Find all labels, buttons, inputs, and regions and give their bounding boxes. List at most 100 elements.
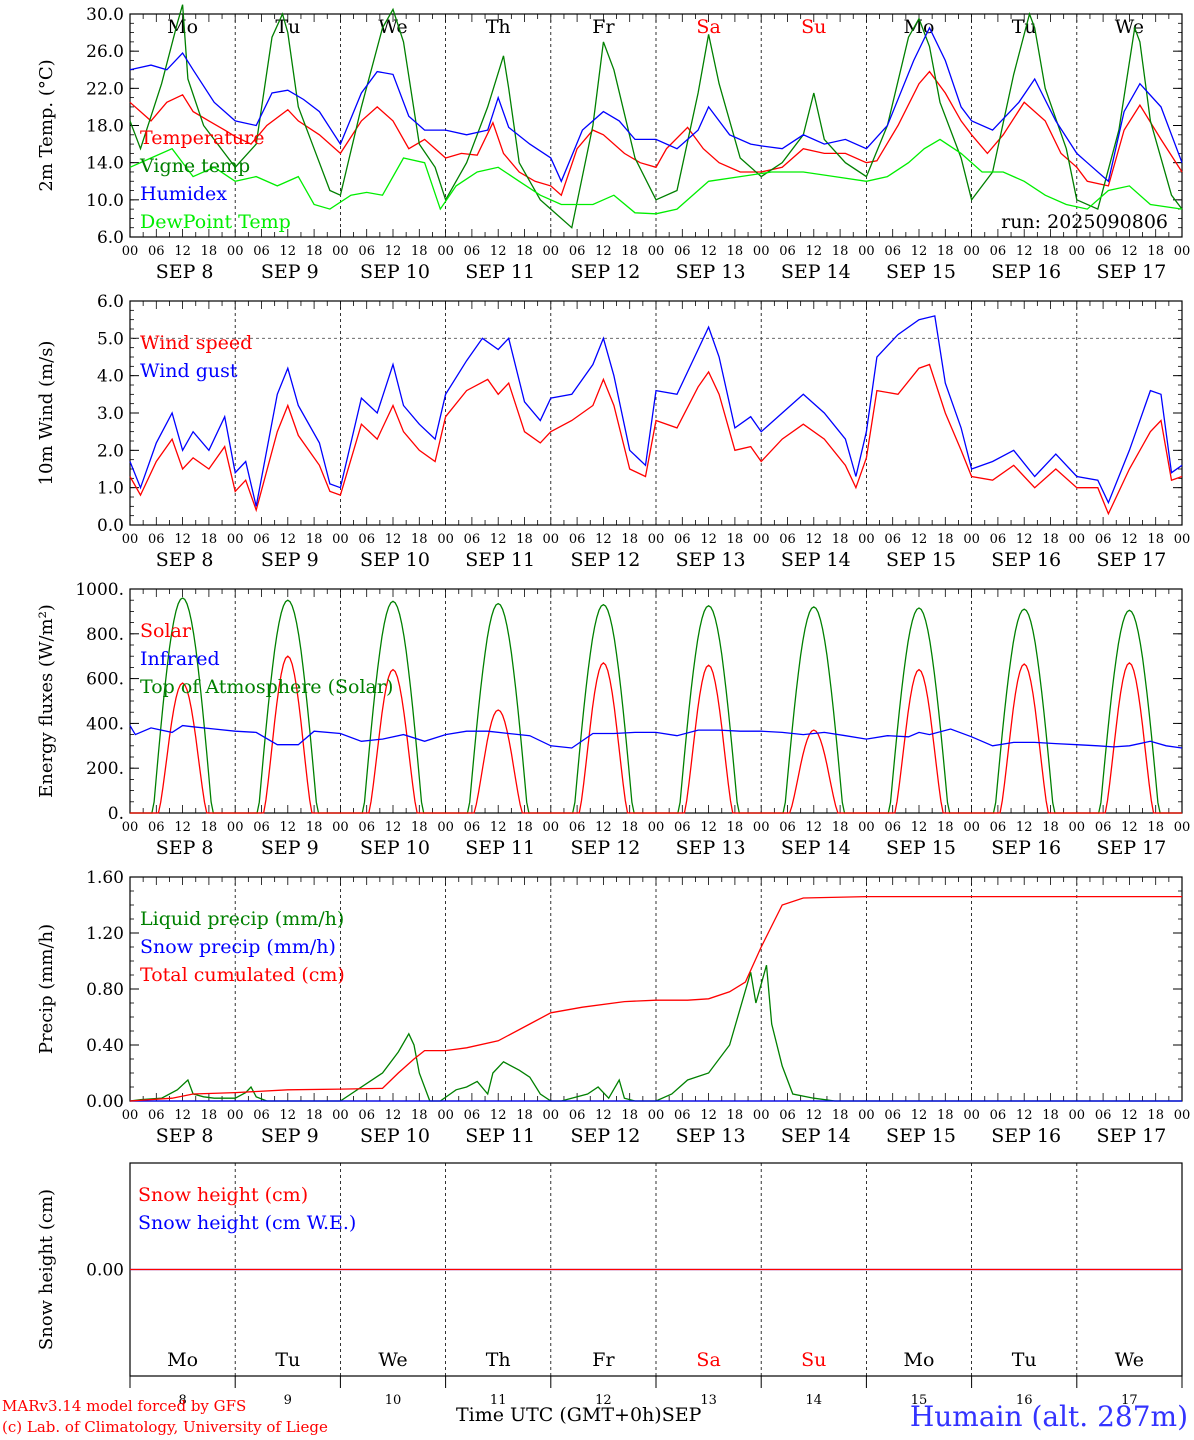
wind-legend-entry: Wind speed [140,332,252,354]
precip-hour-label: 06 [674,1108,691,1123]
temperature-hour-label: 12 [595,244,612,259]
wind-hour-label: 18 [727,532,744,547]
energy-hour-label: 06 [884,820,901,835]
temperature-hour-label: 06 [779,244,796,259]
temperature-hour-label: 06 [358,244,375,259]
temperature-hour-label: 12 [1121,244,1138,259]
energy-date-label: SEP 12 [570,837,640,859]
precip-hour-label: 12 [1016,1108,1033,1123]
wind-date-label: SEP 17 [1096,549,1166,571]
precip-hour-label: 18 [937,1108,954,1123]
wind-hour-label: 06 [253,532,270,547]
temperature-hour-label: 00 [963,244,980,259]
energy-hour-label: 00 [332,820,349,835]
energy-y-tick-label: 800. [86,625,124,645]
snow-y-axis-title: Snow height (cm) [36,1189,57,1350]
temperature-hour-label: 06 [674,244,691,259]
wind-date-label: SEP 16 [991,549,1061,571]
bottom-day-name: Tu [275,1349,300,1371]
energy-hour-label: 06 [779,820,796,835]
precip-date-label: SEP 8 [156,1125,214,1147]
temperature-hour-label: 06 [1095,244,1112,259]
temperature-date-label: SEP 14 [781,261,851,283]
precip-hour-label: 12 [490,1108,507,1123]
temperature-series-line [129,4,1183,229]
bottom-day-number: 15 [911,1393,928,1408]
wind-hour-label: 12 [280,532,297,547]
wind-date-label: SEP 12 [570,549,640,571]
precip-hour-label: 00 [437,1108,454,1123]
temperature-series-line [129,138,1183,215]
wind-hour-label: 18 [832,532,849,547]
wind-series-line [129,315,1183,507]
energy-hour-label: 18 [201,820,218,835]
precip-y-tick-label: 1.60 [86,868,124,888]
precip-legend-entry: Total cumulated (cm) [140,964,345,986]
precip-legend-entry: Liquid precip (mm/h) [140,908,344,930]
precip-date-label: SEP 10 [360,1125,430,1147]
energy-date-label: SEP 16 [991,837,1061,859]
temperature-y-tick-label: 22.0 [86,79,124,99]
wind-hour-label: 06 [990,532,1007,547]
precip-hour-label: 06 [148,1108,165,1123]
precip-date-label: SEP 11 [465,1125,535,1147]
wind-date-label: SEP 10 [360,549,430,571]
energy-hour-label: 00 [963,820,980,835]
precip-hour-label: 12 [385,1108,402,1123]
precip-hour-label: 18 [306,1108,323,1123]
top-day-name: Sa [696,16,720,38]
temperature-date-label: SEP 13 [676,261,746,283]
wind-date-label: SEP 13 [676,549,746,571]
bottom-day-name: Mo [904,1349,935,1371]
bottom-day-name: Mo [167,1349,198,1371]
temperature-y-tick-label: 18.0 [86,117,124,137]
precip-date-label: SEP 13 [676,1125,746,1147]
temperature-y-tick-label: 30.0 [86,5,124,25]
energy-hour-label: 00 [1174,820,1191,835]
energy-hour-label: 00 [122,820,139,835]
wind-hour-label: 06 [1095,532,1112,547]
temperature-hour-label: 18 [832,244,849,259]
energy-y-tick-label: 200. [86,759,124,779]
temperature-hour-label: 18 [306,244,323,259]
energy-hour-label: 00 [858,820,875,835]
wind-hour-label: 12 [700,532,717,547]
temperature-date-label: SEP 17 [1096,261,1166,283]
energy-hour-label: 00 [753,820,770,835]
precip-date-label: SEP 14 [781,1125,851,1147]
wind-date-label: SEP 9 [261,549,319,571]
temperature-date-label: SEP 15 [886,261,956,283]
precip-y-tick-label: 0.40 [86,1036,124,1056]
energy-y-tick-label: 600. [86,670,124,690]
precip-y-tick-label: 1.20 [86,924,124,944]
precip-hour-label: 06 [358,1108,375,1123]
energy-date-label: SEP 11 [465,837,535,859]
energy-hour-label: 00 [543,820,560,835]
energy-hour-label: 18 [306,820,323,835]
wind-hour-label: 00 [437,532,454,547]
energy-hour-label: 06 [358,820,375,835]
energy-legend-entry: Infrared [140,648,220,670]
energy-legend-entry: Solar [140,620,192,642]
temperature-legend-entry: Temperature [140,127,264,149]
energy-hour-label: 06 [674,820,691,835]
energy-y-tick-label: 0. [108,804,124,824]
precip-hour-label: 06 [464,1108,481,1123]
bottom-day-number: 17 [1121,1393,1138,1408]
wind-hour-label: 06 [358,532,375,547]
energy-hour-label: 12 [1016,820,1033,835]
temperature-hour-label: 12 [806,244,823,259]
temperature-date-label: SEP 9 [261,261,319,283]
temperature-hour-label: 18 [1147,244,1164,259]
bottom-day-number: 13 [700,1393,717,1408]
temperature-hour-label: 12 [490,244,507,259]
energy-hour-label: 12 [806,820,823,835]
precip-hour-label: 06 [569,1108,586,1123]
wind-legend-entry: Wind gust [140,360,238,382]
run-label: run: 2025090806 [1001,211,1168,233]
temperature-y-axis-title: 2m Temp. (°C) [36,59,57,191]
precip-hour-label: 00 [543,1108,560,1123]
energy-hour-label: 18 [727,820,744,835]
wind-hour-label: 18 [1042,532,1059,547]
